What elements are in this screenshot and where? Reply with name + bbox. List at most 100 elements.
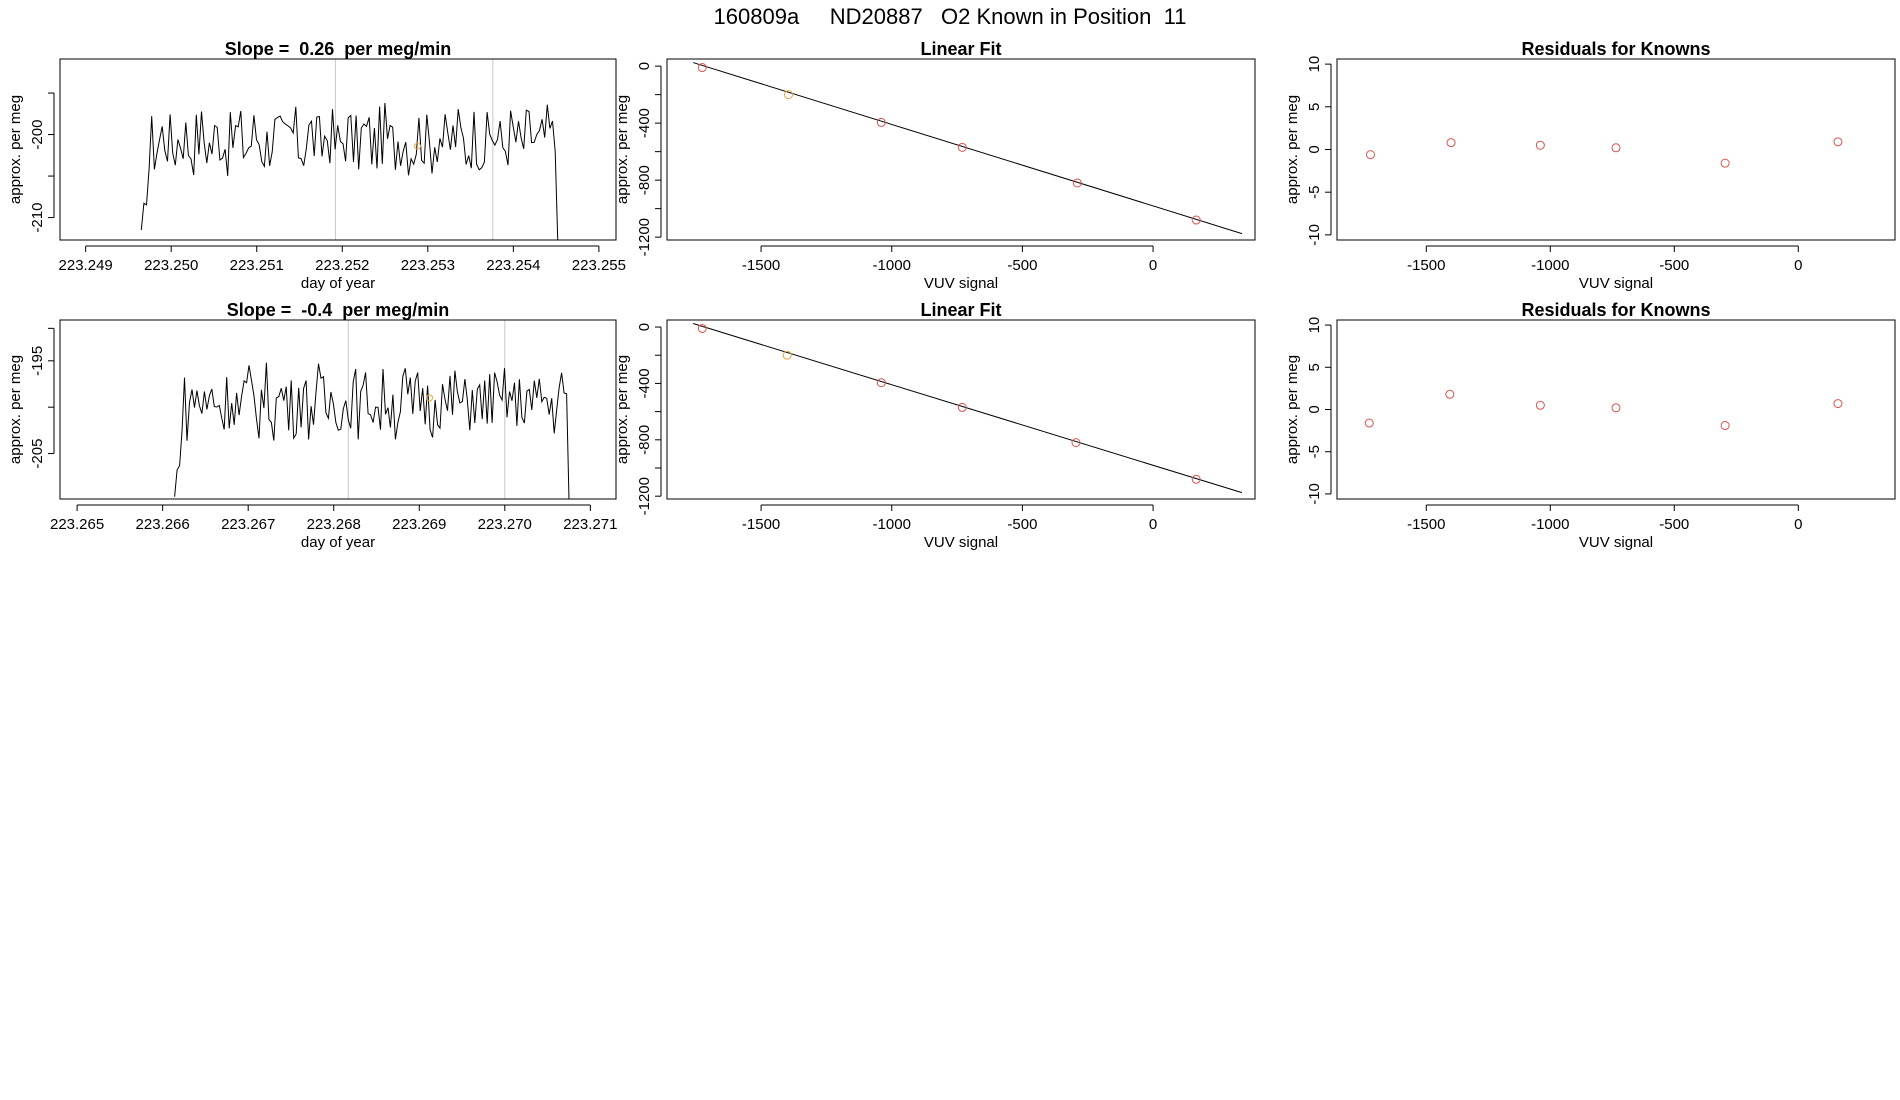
x-tick-label: 223.267 <box>221 516 275 533</box>
data-point-4 <box>1720 158 1730 168</box>
y-tick-label: 0 <box>636 323 653 331</box>
y-axis-label: approx. per meg <box>7 95 24 204</box>
x-tick-label: -1000 <box>1531 257 1569 274</box>
x-tick-label: -500 <box>1659 516 1689 533</box>
chart-title: Linear Fit <box>920 39 1001 59</box>
residuals-plot-1: Residuals for Knowns -1500 -1000 -500 0 VUV s… <box>1284 39 1896 292</box>
x-tick-label: 223.271 <box>563 516 617 533</box>
x-tick-label: 223.255 <box>572 257 626 274</box>
chart-title: Residuals for Knowns <box>1521 300 1710 320</box>
plot-area <box>174 320 570 499</box>
series-line <box>174 362 570 499</box>
x-axis-label: VUV signal <box>924 275 998 292</box>
x-tick-label: 223.266 <box>136 516 190 533</box>
residuals-plot-2: Residuals for Knowns -1500 -1000 -500 0 VUV s… <box>1284 300 1896 551</box>
y-axis-label: approx. per meg <box>1284 355 1301 464</box>
x-tick-label: -500 <box>1659 257 1689 274</box>
y-tick-label: -10 <box>1306 224 1323 246</box>
x-tick-label: -1500 <box>742 516 780 533</box>
plot-area <box>692 62 1243 235</box>
x-axis-label: VUV signal <box>1579 534 1653 551</box>
y-tick-label: 5 <box>1306 363 1323 371</box>
data-point-3 <box>957 142 967 152</box>
fit-line <box>692 62 1243 235</box>
x-axis-label: VUV signal <box>924 534 998 551</box>
data-point-5 <box>1191 215 1201 225</box>
series-line <box>140 102 559 240</box>
data-point-0 <box>697 323 707 333</box>
y-tick-label: -205 <box>29 439 46 469</box>
y-tick-label: -200 <box>29 120 46 150</box>
x-axis-label: day of year <box>301 275 375 292</box>
y-tick-label: 0 <box>1306 405 1323 413</box>
x-tick-label: 223.269 <box>392 516 446 533</box>
x-tick-label: 0 <box>1794 516 1802 533</box>
x-tick-label: -1500 <box>1407 516 1445 533</box>
y-tick-label: -1200 <box>636 218 653 256</box>
plot-area <box>1365 137 1843 168</box>
y-axis-label: approx. per meg <box>7 355 24 464</box>
data-point-3 <box>957 402 967 412</box>
y-tick-label: -195 <box>29 346 46 376</box>
data-point-3 <box>1611 403 1621 413</box>
linear-fit-plot-2: Linear Fit -1500 -1000 -500 0 VUV signal 0 -400… <box>614 300 1256 551</box>
chart-title: Linear Fit <box>920 300 1001 320</box>
x-tick-label: 0 <box>1794 257 1802 274</box>
page-title: 160809a ND20887 O2 Known in Position 11 <box>713 4 1187 29</box>
x-tick-label: 0 <box>1149 257 1157 274</box>
y-axis-label: approx. per meg <box>614 95 631 204</box>
x-tick-label: 223.253 <box>401 257 455 274</box>
plot-frame <box>1336 319 1896 500</box>
x-tick-label: -1500 <box>742 257 780 274</box>
data-point-2 <box>876 378 886 388</box>
y-tick-label: 0 <box>636 62 653 70</box>
y-tick-label: 0 <box>1306 145 1323 153</box>
time-series-plot-2: Slope = -0.4 per meg/min 223.265 223.266 22… <box>7 300 617 551</box>
data-point-1 <box>1446 138 1456 148</box>
y-tick-label: -800 <box>636 425 653 455</box>
x-axis-label: VUV signal <box>1579 275 1653 292</box>
data-point-2 <box>1535 140 1545 150</box>
data-point-5 <box>1191 474 1201 484</box>
data-point-0 <box>697 63 707 73</box>
data-point-3 <box>1611 143 1621 153</box>
x-tick-label: -1000 <box>873 257 911 274</box>
plot-frame <box>59 319 617 500</box>
x-tick-label: -1500 <box>1407 257 1445 274</box>
x-tick-label: -500 <box>1007 257 1037 274</box>
x-tick-label: -1000 <box>873 516 911 533</box>
chart-title: Slope = -0.4 per meg/min <box>227 300 450 320</box>
data-point-4 <box>1071 438 1081 448</box>
plot-area <box>692 323 1243 494</box>
y-tick-label: -210 <box>29 203 46 233</box>
y-tick-label: -800 <box>636 165 653 195</box>
x-tick-label: 223.252 <box>315 257 369 274</box>
x-tick-label: 223.265 <box>50 516 104 533</box>
chart-title: Slope = 0.26 per meg/min <box>225 39 452 59</box>
x-tick-label: 223.270 <box>478 516 532 533</box>
plot-frame <box>666 319 1256 500</box>
y-tick-label: -5 <box>1306 186 1323 199</box>
y-tick-label: -1200 <box>636 477 653 515</box>
y-tick-label: 10 <box>1306 317 1323 334</box>
data-point-1 <box>1445 389 1455 399</box>
highlight-point <box>426 394 434 402</box>
x-tick-label: -1000 <box>1531 516 1569 533</box>
x-tick-label: 223.254 <box>486 257 540 274</box>
y-tick-label: -400 <box>636 368 653 398</box>
plot-frame <box>59 58 617 241</box>
y-tick-label: -10 <box>1306 483 1323 505</box>
x-tick-label: 223.250 <box>144 257 198 274</box>
x-tick-label: 223.251 <box>230 257 284 274</box>
data-point-4 <box>1720 421 1730 431</box>
plot-frame <box>666 58 1256 241</box>
y-axis-label: approx. per meg <box>614 355 631 464</box>
x-tick-label: -500 <box>1007 516 1037 533</box>
y-tick-label: 10 <box>1306 56 1323 73</box>
data-point-5 <box>1833 137 1843 147</box>
plot-area <box>1364 389 1843 431</box>
x-axis-label: day of year <box>301 534 375 551</box>
data-point-0 <box>1365 150 1375 160</box>
plot-area <box>140 59 559 240</box>
x-tick-label: 0 <box>1149 516 1157 533</box>
